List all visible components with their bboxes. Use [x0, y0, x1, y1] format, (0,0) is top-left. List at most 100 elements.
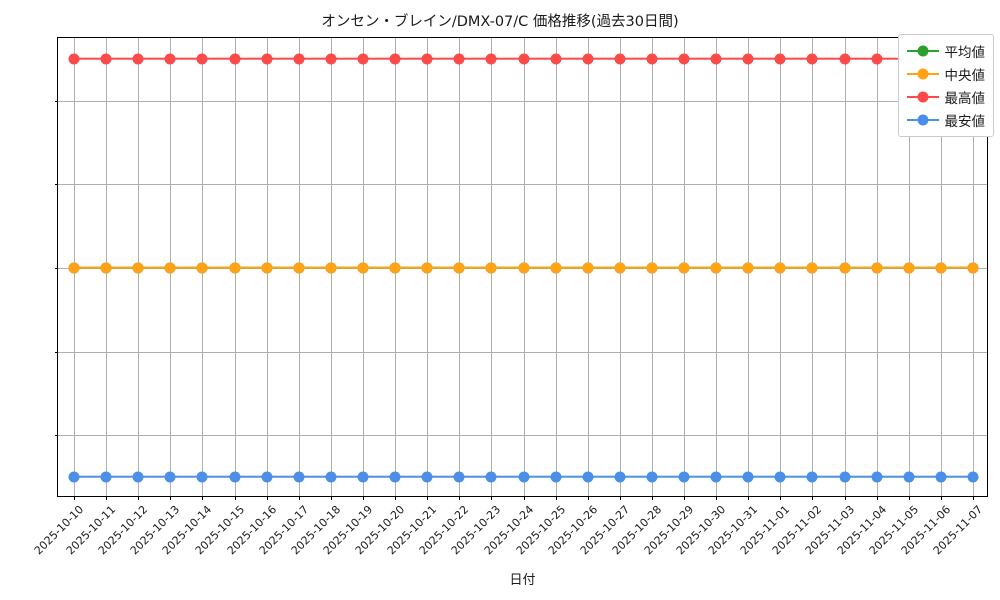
series-line-segment: [362, 266, 396, 269]
data-point-marker: [806, 262, 818, 274]
x-tick-mark: [651, 496, 653, 500]
series-line-segment: [170, 266, 203, 269]
series-line-segment: [684, 266, 717, 269]
data-point-marker: [421, 53, 433, 65]
x-tick-mark: [619, 496, 621, 500]
x-tick-mark: [587, 496, 589, 500]
series-line-segment: [234, 266, 267, 269]
data-point-marker: [132, 53, 144, 65]
data-point-marker: [325, 471, 337, 483]
data-point-marker: [871, 262, 883, 274]
legend-item-1[interactable]: 平均値: [906, 40, 985, 61]
legend-item-2[interactable]: 中央値: [906, 63, 985, 84]
series-line-segment: [266, 475, 299, 478]
data-point-marker: [678, 53, 690, 65]
series-line-segment: [138, 475, 171, 478]
series-line-segment: [170, 57, 203, 60]
series-line-segment: [748, 475, 781, 478]
series-line-segment: [684, 475, 717, 478]
series-line-segment: [266, 57, 299, 60]
x-tick-mark: [716, 496, 718, 500]
series-line-segment: [844, 475, 877, 478]
data-point-marker: [293, 262, 305, 274]
x-tick-mark: [748, 496, 750, 500]
series-4: [58, 38, 987, 496]
series-line-segment: [555, 57, 588, 60]
x-tick-mark: [684, 496, 686, 500]
series-line-segment: [427, 57, 460, 60]
series-line-segment: [940, 266, 973, 269]
data-point-marker: [132, 262, 144, 274]
series-line-segment: [395, 475, 428, 478]
series-line-segment: [427, 266, 460, 269]
data-point-marker: [806, 471, 818, 483]
data-point-marker: [293, 471, 305, 483]
series-line-segment: [491, 266, 524, 269]
data-point-marker: [261, 53, 273, 65]
data-point-marker: [357, 53, 369, 65]
series-line-segment: [555, 266, 588, 269]
series-line-segment: [587, 475, 620, 478]
data-point-marker: [678, 471, 690, 483]
data-point-marker: [518, 53, 529, 65]
data-point-marker: [100, 471, 112, 483]
series-line-segment: [780, 266, 813, 269]
data-point-marker: [710, 471, 722, 483]
x-tick-mark: [972, 496, 974, 500]
data-point-marker: [678, 262, 690, 274]
data-point-marker: [871, 53, 883, 65]
series-line-segment: [330, 475, 363, 478]
series-line-segment: [202, 266, 235, 269]
series-line-segment: [619, 57, 652, 60]
x-tick-mark: [523, 496, 525, 500]
gridline-horizontal: [58, 184, 987, 186]
data-point-marker: [871, 471, 883, 483]
data-point-marker: [614, 471, 626, 483]
x-tick-mark: [491, 496, 493, 500]
data-point-marker: [550, 471, 562, 483]
data-point-marker: [164, 53, 176, 65]
y-tick-mark: [54, 184, 58, 186]
legend-item-4[interactable]: 最安値: [906, 109, 985, 130]
series-line-segment: [106, 57, 139, 60]
data-point-marker: [774, 262, 786, 274]
data-point-marker: [806, 53, 818, 65]
data-point-marker: [485, 53, 497, 65]
x-tick-mark: [459, 496, 461, 500]
y-tick-mark: [54, 351, 58, 353]
gridline-horizontal: [58, 351, 987, 353]
data-point-marker: [132, 471, 144, 483]
data-point-marker: [453, 262, 465, 274]
series-line-segment: [362, 57, 396, 60]
data-point-marker: [742, 471, 754, 483]
series-line-segment: [362, 475, 396, 478]
x-tick-mark: [427, 496, 429, 500]
series-line-segment: [459, 266, 492, 269]
series-line-segment: [298, 57, 331, 60]
data-point-marker: [935, 262, 947, 274]
series-line-segment: [106, 475, 139, 478]
series-line-segment: [523, 475, 556, 478]
plot-area: [54, 37, 988, 500]
data-point-marker: [614, 262, 626, 274]
series-line-segment: [940, 475, 973, 478]
data-point-marker: [518, 471, 529, 483]
series-line-segment: [555, 475, 588, 478]
y-tick-mark: [54, 268, 58, 269]
data-point-marker: [261, 471, 273, 483]
series-line-segment: [74, 475, 107, 478]
series-line-segment: [523, 57, 556, 60]
series-line-segment: [651, 266, 684, 269]
data-point-marker: [325, 53, 337, 65]
series-2: [58, 38, 987, 496]
series-line-segment: [876, 475, 909, 478]
data-point-marker: [485, 471, 497, 483]
data-point-marker: [774, 471, 786, 483]
data-point-marker: [710, 262, 722, 274]
data-point-marker: [229, 53, 241, 65]
x-tick-mark: [106, 496, 108, 500]
series-line-segment: [459, 475, 492, 478]
legend-item-3[interactable]: 最高値: [906, 86, 985, 107]
series-line-segment: [619, 475, 652, 478]
